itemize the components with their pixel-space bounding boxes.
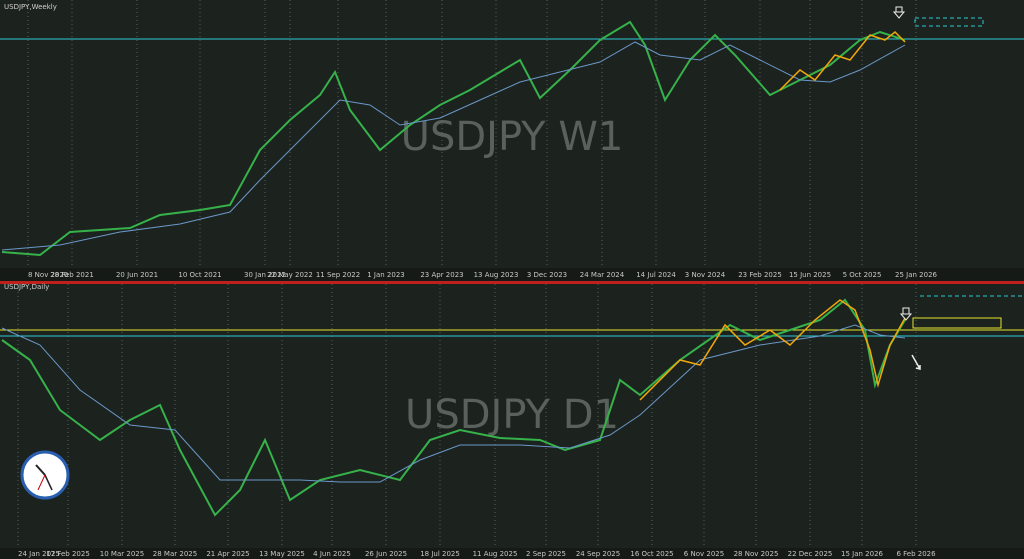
watermark: USDJPY W1 — [401, 114, 624, 160]
price-path — [1, 298, 906, 517]
date-label: 24 Mar 2024 — [580, 271, 625, 279]
zigzag — [639, 299, 906, 401]
date-label: 23 Feb 2025 — [738, 271, 782, 279]
date-label: 18 Jul 2025 — [420, 550, 460, 558]
watermark: USDJPY D1 — [405, 392, 619, 438]
date-label: 13 May 2025 — [259, 550, 305, 558]
date-label: 15 Jun 2025 — [789, 271, 831, 279]
separator — [0, 281, 1024, 284]
date-label: 11 Sep 2022 — [316, 271, 360, 279]
date-label: 1 Jan 2023 — [367, 271, 405, 279]
clock — [20, 450, 70, 500]
moving-average — [1, 324, 906, 483]
arrow-icon — [911, 354, 921, 370]
date-label: 2 Sep 2025 — [526, 550, 566, 558]
moving-average — [1, 41, 906, 251]
date-label: 11 Aug 2025 — [473, 550, 518, 558]
zone — [912, 317, 1002, 329]
date-label: 20 Jun 2021 — [116, 271, 158, 279]
date-label: 10 Mar 2025 — [100, 550, 144, 558]
date-label: 15 Jan 2026 — [841, 550, 884, 558]
arrow-icon — [899, 307, 913, 321]
date-label: 13 Aug 2023 — [474, 271, 519, 279]
date-label: 3 Nov 2024 — [685, 271, 726, 279]
date-label: 16 Oct 2025 — [630, 550, 673, 558]
date-label: 30 Jan 2022 — [244, 271, 286, 279]
date-label: 6 Nov 2025 — [684, 550, 724, 558]
date-label: 6 Feb 2026 — [896, 550, 936, 558]
date-label: 8 Nov 2020 — [28, 271, 68, 279]
date-label: 28 Nov 2025 — [734, 550, 779, 558]
date-label: 28 Feb 2021 — [50, 271, 94, 279]
date-label: 14 Jul 2024 — [636, 271, 676, 279]
date-label: 24 Jan 2025 — [18, 550, 60, 558]
date-label: 17 Feb 2025 — [46, 550, 90, 558]
panel-title: USDJPY,Daily — [4, 283, 49, 291]
top-axis — [0, 268, 1024, 281]
date-label: 22 Dec 2025 — [788, 550, 833, 558]
date-label: 23 Apr 2023 — [420, 271, 463, 279]
zigzag — [779, 30, 906, 91]
date-label: 28 Mar 2025 — [153, 550, 197, 558]
date-label: 22 May 2022 — [267, 271, 313, 279]
price-path — [1, 20, 906, 257]
bottom-axis — [0, 548, 1024, 559]
date-label: 21 Apr 2025 — [206, 550, 249, 558]
date-label: 25 Jan 2026 — [895, 271, 938, 279]
date-label: 10 Oct 2021 — [178, 271, 221, 279]
arrow-icon — [892, 6, 906, 19]
date-label: 24 Sep 2025 — [576, 550, 620, 558]
zone — [914, 17, 984, 27]
date-label: 5 Oct 2025 — [843, 271, 882, 279]
date-label: 26 Jun 2025 — [365, 550, 407, 558]
panel-title: USDJPY,Weekly — [4, 3, 57, 11]
date-label: 4 Jun 2025 — [313, 550, 351, 558]
date-label: 3 Dec 2023 — [527, 271, 567, 279]
